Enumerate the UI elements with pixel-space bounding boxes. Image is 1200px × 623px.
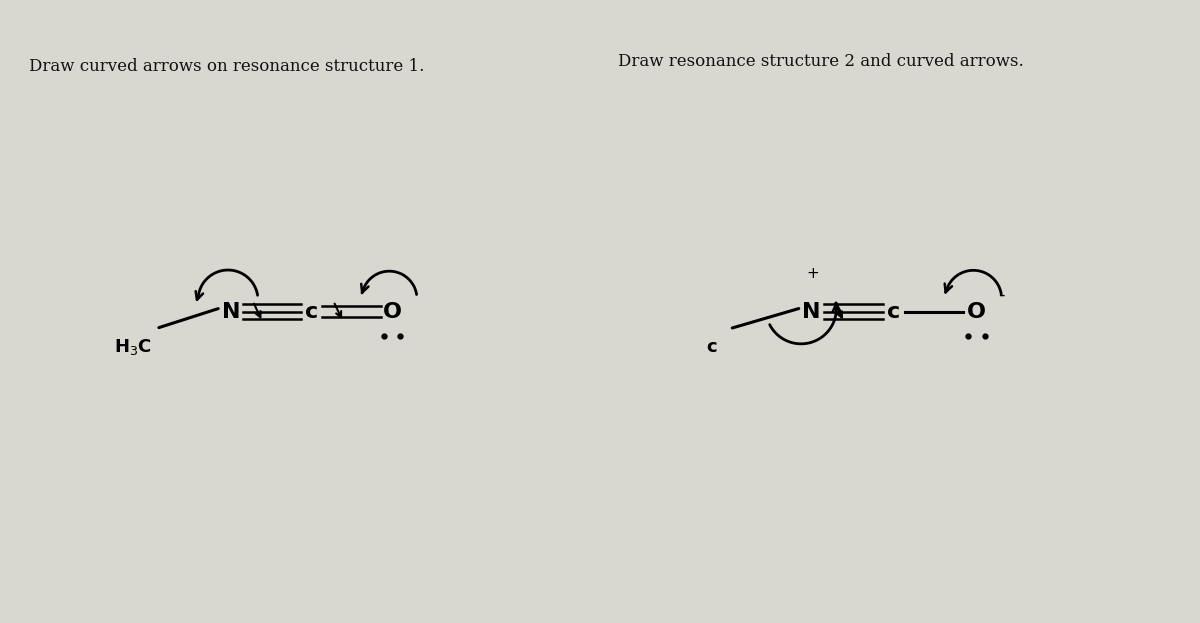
Text: Draw curved arrows on resonance structure 1.: Draw curved arrows on resonance structur… xyxy=(29,58,425,75)
Text: c: c xyxy=(707,338,718,356)
Text: H$_3$C: H$_3$C xyxy=(114,338,152,358)
Text: c: c xyxy=(305,302,318,321)
Text: O: O xyxy=(967,302,986,321)
Text: N: N xyxy=(803,302,821,321)
Text: -: - xyxy=(997,286,1004,304)
Text: O: O xyxy=(383,302,402,321)
Text: Draw resonance structure 2 and curved arrows.: Draw resonance structure 2 and curved ar… xyxy=(618,53,1024,70)
Text: N: N xyxy=(222,302,240,321)
Text: +: + xyxy=(806,266,820,281)
Text: c: c xyxy=(887,302,901,321)
